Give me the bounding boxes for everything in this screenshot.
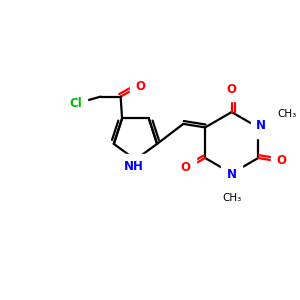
Text: Cl: Cl [69,97,82,110]
Text: NH: NH [124,160,144,172]
Text: O: O [135,80,145,94]
Text: O: O [227,82,237,96]
Text: N: N [227,168,237,181]
Text: O: O [277,154,286,167]
Text: O: O [180,161,190,174]
Text: CH₃: CH₃ [222,193,241,203]
Text: CH₃: CH₃ [277,109,296,119]
Text: N: N [256,119,266,132]
